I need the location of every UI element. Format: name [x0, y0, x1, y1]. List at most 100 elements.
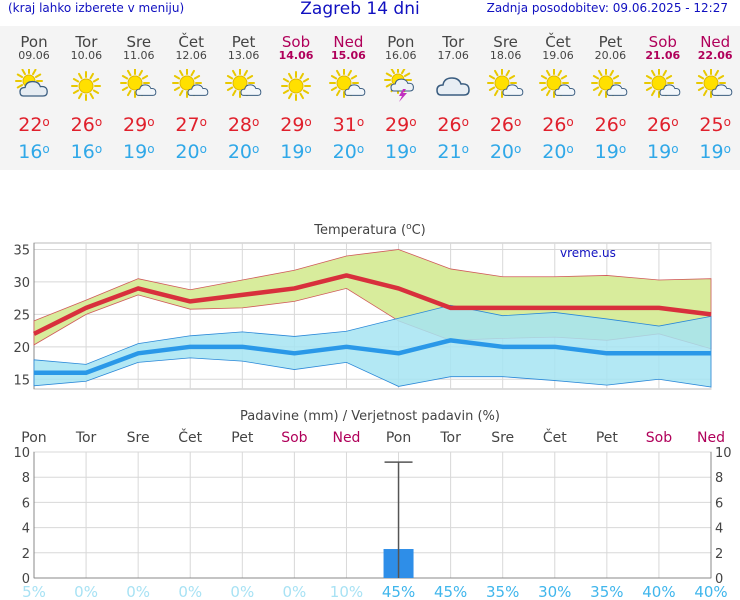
day-column: Tor 10.06 26o 16o [60, 26, 112, 163]
y-tick-label: 0 [22, 572, 30, 587]
day-name: Ned [333, 33, 364, 51]
x-tick-label: Ned [332, 430, 360, 446]
y-tick-label: 6 [22, 496, 30, 511]
max-temp: 22o [18, 114, 50, 136]
sun-cloud-icon [322, 68, 374, 104]
day-column: Ned 22.06 25o 19o [689, 26, 740, 163]
y-tick-label: 20 [13, 341, 30, 356]
min-temp: 20o [542, 141, 574, 163]
day-column: Sob 21.06 26o 19o [637, 26, 689, 163]
max-temp: 29o [385, 114, 417, 136]
sun-cloud-icon [532, 68, 584, 104]
temperature-chart: Temperatura (oC) 15 20 25 30 35 vreme.us [13, 222, 712, 390]
day-name: Pet [231, 33, 256, 51]
day-name: Sob [648, 33, 677, 51]
day-date: 22.06 [697, 49, 733, 62]
temperature-chart-title: Temperatura (oC) [313, 222, 425, 238]
max-temp: 29o [280, 114, 312, 136]
day-name: Tor [442, 33, 465, 51]
source-label: vreme.us [560, 246, 616, 260]
sun-cloud-icon [480, 68, 532, 104]
day-name: Sre [126, 33, 152, 51]
probability-label: 35% [590, 583, 623, 600]
day-column: Sre 18.06 26o 20o [480, 26, 532, 163]
day-name: Pon [20, 33, 48, 51]
day-date: 12.06 [175, 49, 207, 62]
y-tick-label: 25 [13, 308, 30, 323]
y-tick-label-right: 2 [715, 547, 723, 562]
min-temp: 19o [385, 141, 417, 163]
min-temp: 20o [489, 141, 522, 163]
max-temp: 31o [332, 114, 365, 136]
x-tick-label: Sob [646, 430, 672, 446]
max-temp-line [32, 273, 712, 336]
day-date: 10.06 [70, 49, 103, 62]
header: (kraj lahko izberete v meniju) Zagreb 14… [0, 0, 740, 22]
max-temp: 28o [227, 114, 260, 136]
min-temp: 19o [699, 141, 731, 163]
min-temp: 19o [123, 141, 155, 163]
x-tick-label: Pet [596, 430, 619, 446]
min-temp: 16o [18, 141, 50, 163]
x-tick-label: Sre [491, 430, 514, 446]
min-temp: 16o [70, 141, 103, 163]
precipitation-chart-title: Padavine (mm) / Verjetnost padavin (%) [240, 409, 500, 424]
day-column: Ned 15.06 31o 20o [322, 26, 374, 163]
y-tick-label: 10 [13, 446, 30, 461]
sun-cloud-icon [113, 68, 165, 104]
day-name: Ned [700, 33, 731, 51]
probability-label: 45% [382, 583, 415, 600]
probability-label: 0% [126, 583, 150, 600]
x-tick-label: Tor [439, 430, 461, 446]
day-name: Pet [598, 33, 623, 51]
min-temp: 19o [280, 141, 312, 163]
day-date: 09.06 [18, 49, 50, 62]
sun-cloud-icon [689, 68, 740, 104]
location-hint[interactable]: (kraj lahko izberete v meniju) [8, 1, 185, 15]
daily-forecast-panel: Pon 09.06 22o 16o Tor 10.06 26o 16o Sre … [0, 26, 740, 170]
x-tick-label: Čet [178, 428, 202, 446]
y-tick-label: 8 [22, 471, 30, 486]
day-date: 14.06 [278, 49, 314, 62]
x-tick-label: Pet [231, 430, 254, 446]
y-tick-label-right: 4 [715, 522, 723, 537]
precipitation-chart: Padavine (mm) / Verjetnost padavin (%) Po… [13, 409, 731, 600]
day-name: Čet [178, 33, 204, 51]
x-tick-label: Čet [543, 428, 567, 446]
sun-cloud-icon [218, 68, 270, 104]
probability-label: 0% [178, 583, 202, 600]
day-name: Pon [387, 33, 415, 51]
x-tick-label: Tor [75, 430, 97, 446]
max-temp: 26o [70, 114, 103, 136]
y-tick-label: 15 [13, 373, 30, 388]
probability-label: 0% [282, 583, 306, 600]
day-name: Čet [545, 33, 571, 51]
plot-frame [33, 451, 712, 579]
max-temp: 26o [647, 114, 679, 136]
y-tick-label: 4 [22, 522, 30, 537]
day-date: 15.06 [330, 49, 366, 62]
day-column: Sob 14.06 29o 19o [270, 26, 322, 163]
max-temp: 26o [594, 114, 627, 136]
day-date: 18.06 [489, 49, 522, 62]
partly-cloudy-icon [8, 68, 60, 104]
y-tick-label: 30 [13, 276, 30, 291]
day-column: Čet 12.06 27o 20o [165, 26, 217, 163]
cloud-icon [427, 68, 479, 104]
max-temp: 26o [542, 114, 574, 136]
day-column: Tor 17.06 26o 21o [427, 26, 479, 163]
day-name: Sre [493, 33, 518, 51]
sun-cloud-icon [637, 68, 689, 104]
min-temp: 20o [175, 141, 207, 163]
day-column: Pon 16.06 29o 19o [375, 26, 427, 163]
probability-label: 5% [22, 583, 46, 600]
day-date: 11.06 [123, 49, 155, 62]
max-temp: 26o [489, 114, 522, 136]
sun-icon [270, 68, 322, 104]
max-temp: 27o [175, 114, 207, 136]
thunderstorm-icon [375, 68, 427, 104]
day-column: Čet 19.06 26o 20o [532, 26, 584, 163]
min-temp-line [34, 338, 711, 376]
sun-cloud-icon [584, 68, 636, 104]
probability-label: 45% [434, 583, 467, 600]
